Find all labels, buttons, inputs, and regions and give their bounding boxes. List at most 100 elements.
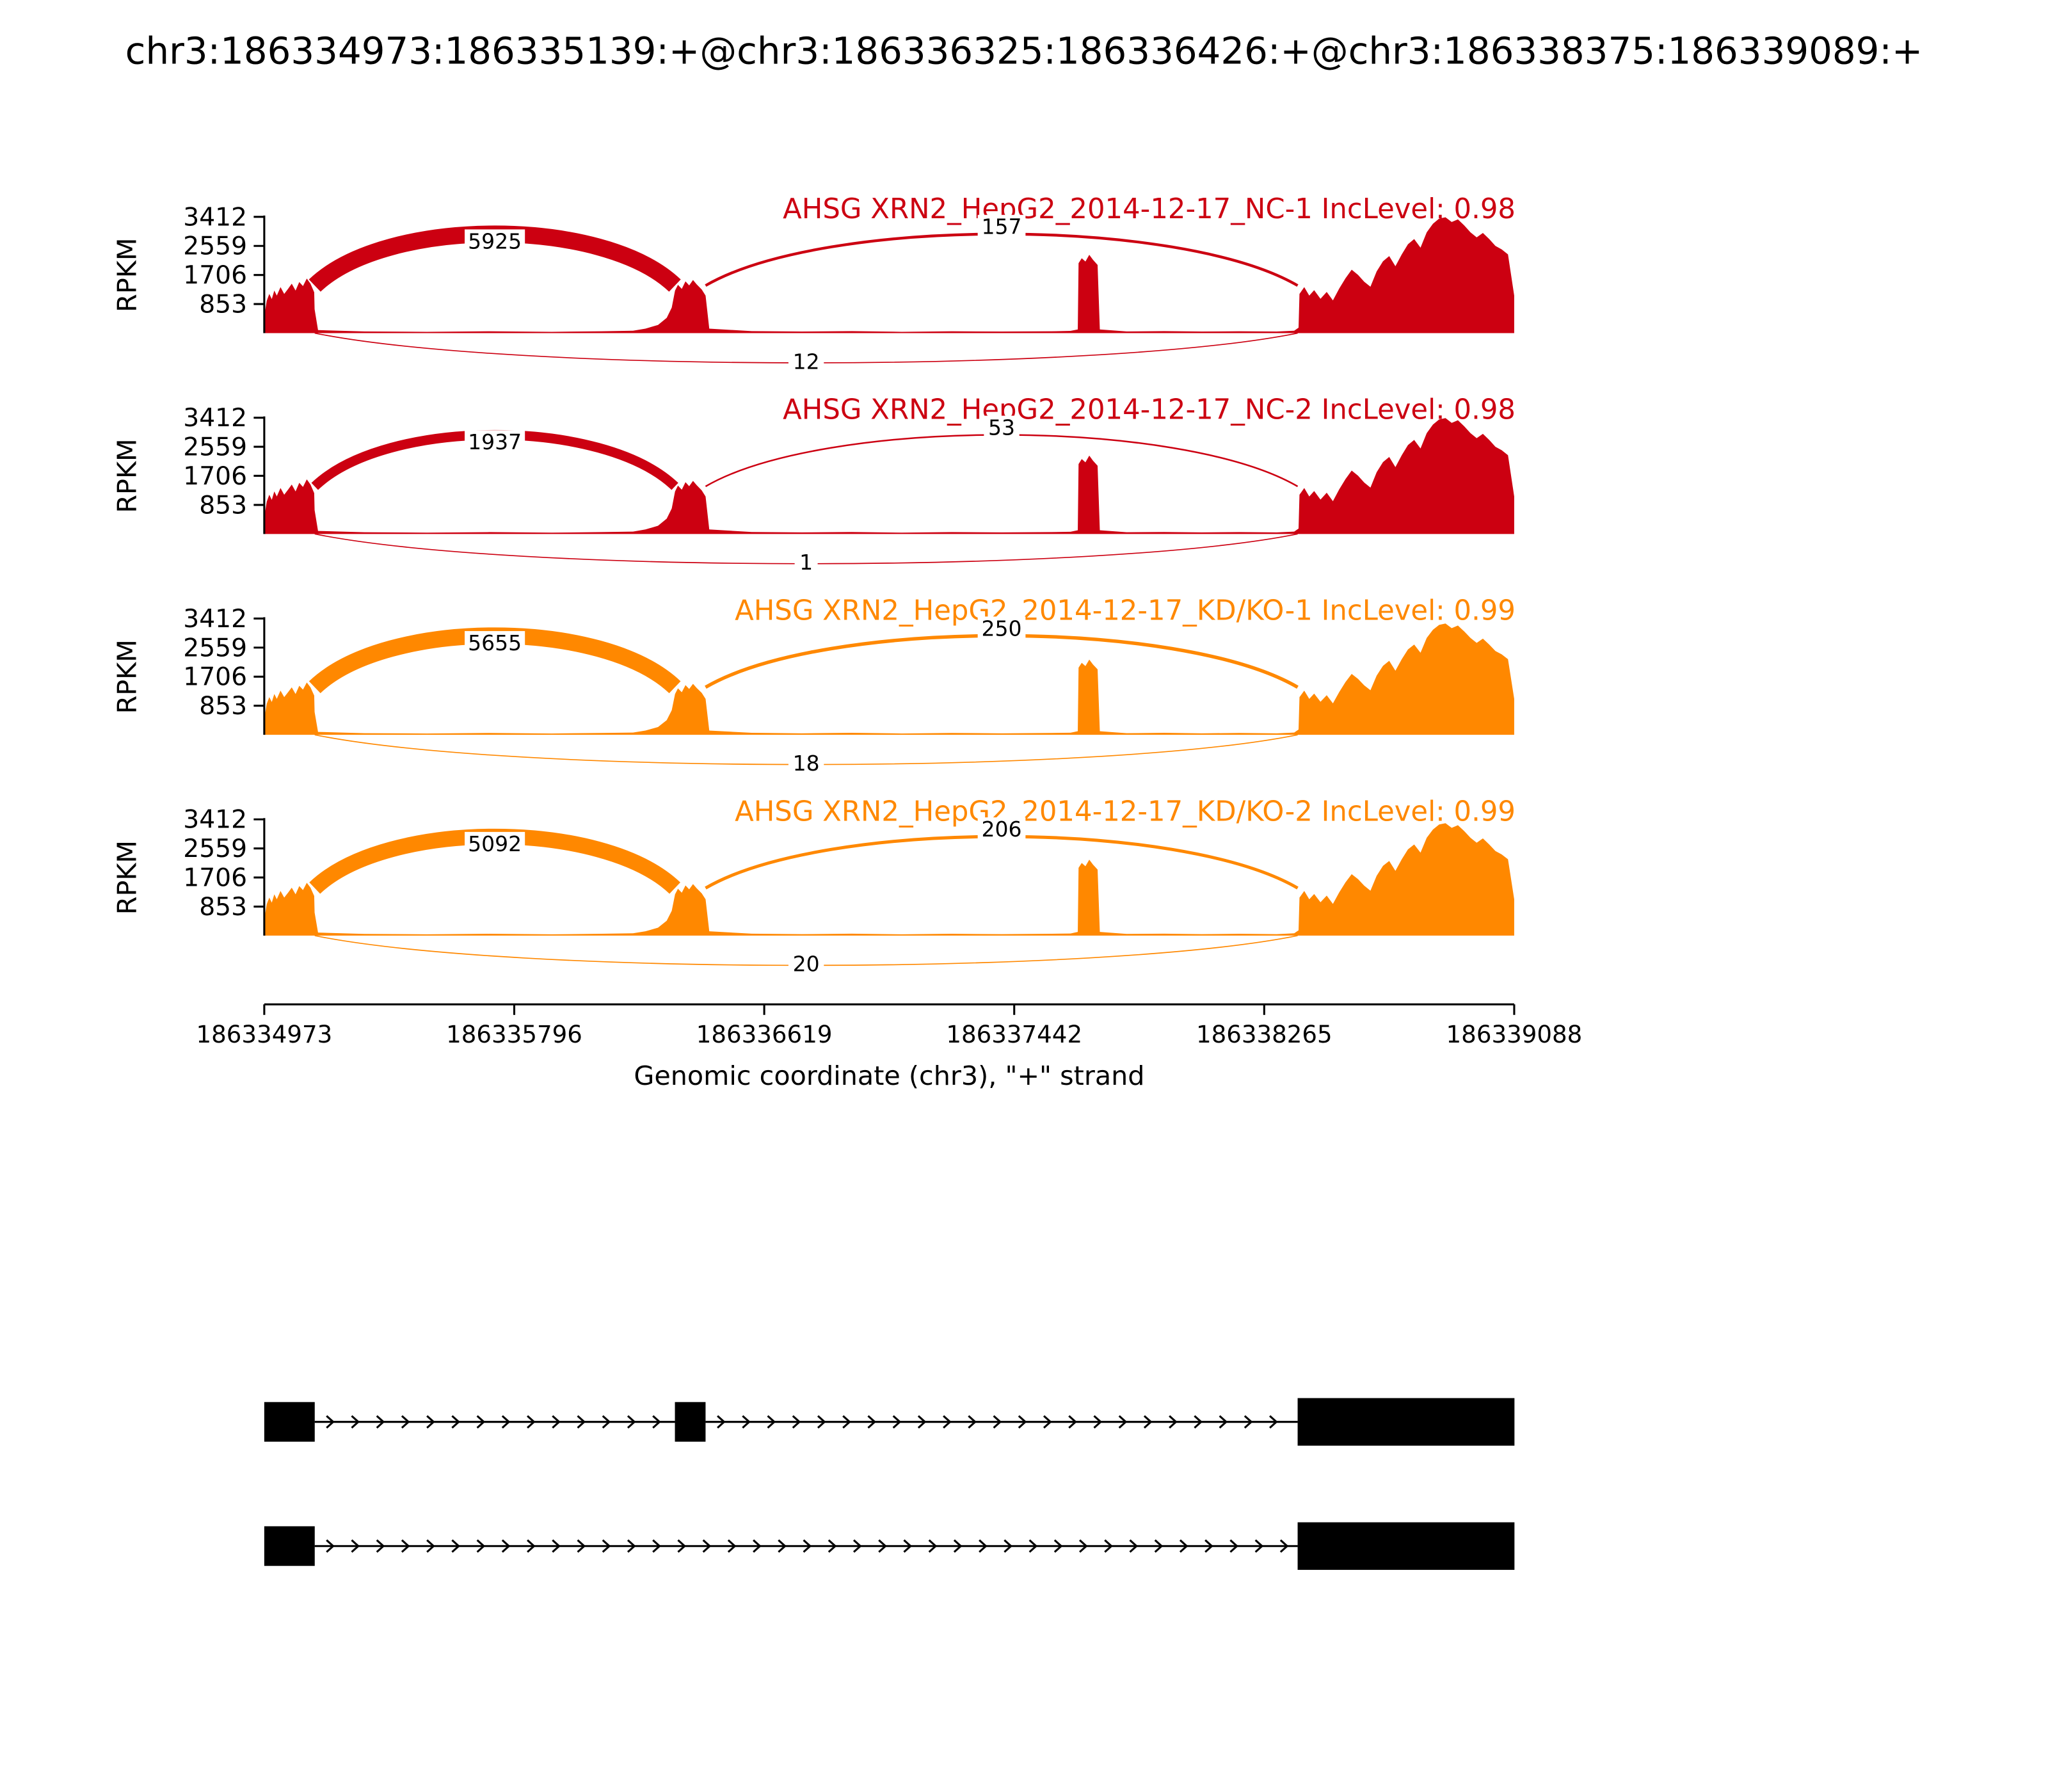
y-axis-tick-label: 3412	[183, 605, 247, 634]
junction-count-label: 157	[982, 214, 1022, 239]
y-axis-tick-label: 853	[199, 893, 247, 922]
y-axis-title: RPKM	[112, 639, 143, 714]
y-axis-title: RPKM	[112, 840, 143, 915]
strand-arrow-icon	[577, 1539, 586, 1553]
strand-arrow-icon	[1169, 1415, 1178, 1429]
junction-count-label: 18	[793, 751, 820, 776]
coverage-area-track-4	[264, 823, 1514, 936]
strand-arrow-icon	[1104, 1539, 1113, 1553]
strand-arrow-icon	[476, 1415, 486, 1429]
junction-count-label: 5925	[468, 228, 522, 253]
exon-box-isoform-1	[264, 1402, 315, 1442]
strand-arrow-icon	[1194, 1415, 1203, 1429]
junction-count-label-bg	[465, 229, 525, 253]
strand-arrow-icon	[501, 1539, 511, 1553]
junction-count-label-bg	[465, 631, 525, 655]
junction-count-label-bg	[977, 214, 1026, 239]
strand-arrow-icon	[892, 1415, 902, 1429]
y-axis-tick-label: 2559	[183, 433, 247, 461]
strand-arrow-icon	[351, 1539, 360, 1553]
y-axis-tick-label: 853	[199, 491, 247, 520]
strand-arrow-icon	[652, 1415, 661, 1429]
y-axis-tick-label: 1706	[183, 462, 247, 491]
y-axis-tick-label: 1706	[183, 663, 247, 692]
strand-arrow-icon	[828, 1539, 837, 1553]
track-title: AHSG XRN2_HepG2_2014-12-17_NC-1 IncLevel…	[783, 193, 1516, 225]
junction-count-label-bg	[465, 430, 525, 454]
exon-box-isoform-2	[264, 1526, 315, 1566]
strand-arrow-icon	[527, 1539, 536, 1553]
strand-arrow-icon	[376, 1539, 385, 1553]
junction-count-label: 1	[799, 550, 813, 575]
strand-arrow-icon	[1068, 1415, 1077, 1429]
strand-arrow-icon	[817, 1415, 826, 1429]
y-axis-title: RPKM	[112, 438, 143, 513]
strand-arrow-icon	[1129, 1539, 1139, 1553]
strand-arrow-icon	[1179, 1539, 1188, 1553]
strand-arrow-icon	[903, 1539, 913, 1553]
y-axis-tick-label: 2559	[183, 634, 247, 662]
junction-count-label-bg	[977, 817, 1026, 842]
strand-arrow-icon	[1079, 1539, 1088, 1553]
coverage-area-track-3	[264, 623, 1514, 735]
strand-arrow-icon	[943, 1415, 952, 1429]
strand-arrow-icon	[1018, 1415, 1027, 1429]
x-axis-tick-label: 186336619	[696, 1021, 833, 1048]
x-axis-tick-label: 186339088	[1446, 1021, 1583, 1048]
junction-count-label-bg	[465, 831, 525, 856]
junction-count-label: 5655	[468, 630, 522, 655]
strand-arrow-icon	[527, 1415, 536, 1429]
strand-arrow-icon	[602, 1539, 611, 1553]
exon-box-isoform-1	[675, 1402, 706, 1442]
strand-arrow-icon	[451, 1415, 461, 1429]
strand-arrow-icon	[1028, 1539, 1038, 1553]
strand-arrow-icon	[627, 1415, 636, 1429]
strand-arrow-icon	[1204, 1539, 1213, 1553]
y-axis-tick-label: 1706	[183, 261, 247, 290]
strand-arrow-icon	[577, 1415, 586, 1429]
junction-arc	[705, 434, 1299, 488]
strand-arrow-icon	[767, 1415, 776, 1429]
x-axis-tick-label: 186335796	[446, 1021, 582, 1048]
junction-count-label-bg	[794, 550, 818, 575]
junction-arc	[705, 634, 1299, 689]
strand-arrow-icon	[778, 1539, 787, 1553]
y-axis-tick-label: 2559	[183, 835, 247, 863]
strand-arrow-icon	[451, 1539, 461, 1553]
x-axis-title: Genomic coordinate (chr3), "+" strand	[634, 1060, 1144, 1091]
junction-count-label-bg	[788, 952, 824, 976]
junction-count-label: 5092	[468, 831, 522, 856]
y-axis-tick-label: 1706	[183, 864, 247, 893]
strand-arrow-icon	[552, 1415, 561, 1429]
strand-arrow-icon	[842, 1415, 851, 1429]
x-axis-tick-label: 186337442	[946, 1021, 1082, 1048]
strand-arrow-icon	[401, 1539, 410, 1553]
strand-arrow-icon	[727, 1539, 737, 1553]
strand-arrow-icon	[993, 1415, 1002, 1429]
strand-arrow-icon	[753, 1539, 762, 1553]
strand-arrow-icon	[968, 1415, 977, 1429]
strand-arrow-icon	[878, 1539, 887, 1553]
strand-arrow-icon	[803, 1539, 812, 1553]
strand-arrow-icon	[652, 1539, 661, 1553]
strand-arrow-icon	[717, 1415, 726, 1429]
plot-title: chr3:186334973:186335139:+@chr3:18633632…	[125, 29, 1923, 72]
strand-arrow-icon	[1269, 1415, 1278, 1429]
strand-arrow-icon	[1254, 1539, 1264, 1553]
coverage-area-track-2	[264, 418, 1514, 534]
exon-box-isoform-1	[1297, 1398, 1515, 1446]
track-title: AHSG XRN2_HepG2_2014-12-17_NC-2 IncLevel…	[783, 394, 1516, 426]
junction-count-label: 250	[982, 616, 1022, 641]
coverage-area-track-1	[264, 217, 1514, 333]
y-axis-tick-label: 2559	[183, 232, 247, 261]
junction-count-label: 20	[793, 952, 820, 977]
strand-arrow-icon	[1043, 1415, 1052, 1429]
strand-arrow-icon	[1154, 1539, 1164, 1553]
y-axis-tick-label: 3412	[183, 806, 247, 835]
strand-arrow-icon	[792, 1415, 801, 1429]
junction-count-label-bg	[984, 415, 1020, 440]
strand-arrow-icon	[702, 1539, 712, 1553]
strand-arrow-icon	[376, 1415, 385, 1429]
x-axis-tick-label: 186338265	[1196, 1021, 1332, 1048]
